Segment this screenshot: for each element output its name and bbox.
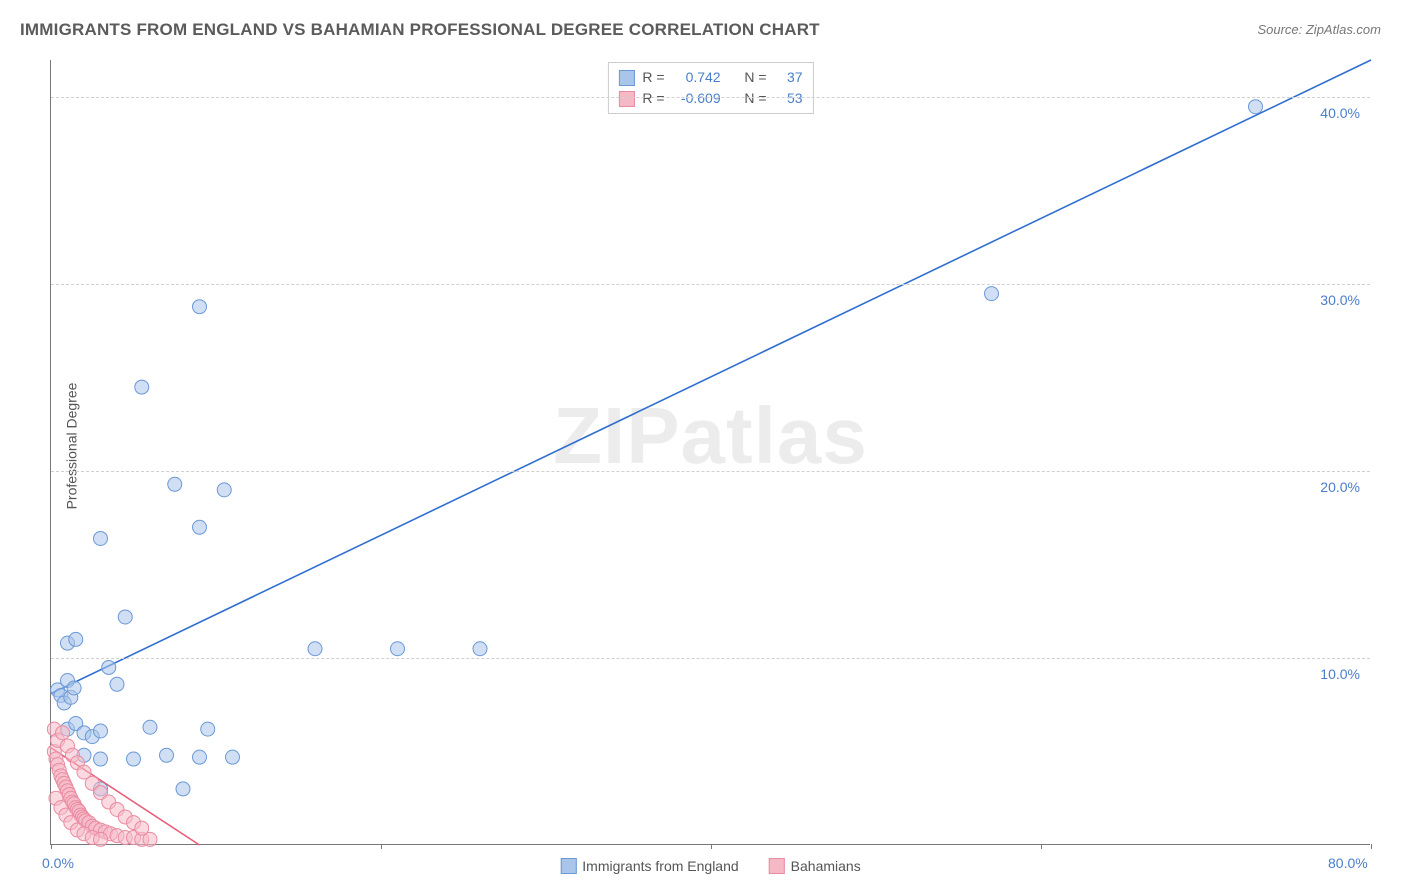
data-point	[127, 752, 141, 766]
data-point	[985, 287, 999, 301]
data-point	[94, 752, 108, 766]
gridline-h	[51, 471, 1370, 472]
data-point	[102, 660, 116, 674]
data-point	[391, 642, 405, 656]
data-point	[135, 380, 149, 394]
data-point	[94, 832, 108, 846]
data-point	[56, 726, 70, 740]
series-legend: Immigrants from England Bahamians	[560, 858, 860, 874]
legend-item: Bahamians	[769, 858, 861, 874]
legend-item: Immigrants from England	[560, 858, 738, 874]
scatter-svg	[51, 60, 1371, 845]
data-point	[308, 642, 322, 656]
data-point	[176, 782, 190, 796]
x-tick	[1041, 844, 1042, 849]
data-point	[160, 748, 174, 762]
x-tick	[381, 844, 382, 849]
data-point	[143, 720, 157, 734]
data-point	[168, 477, 182, 491]
gridline-h	[51, 658, 1370, 659]
data-point	[193, 520, 207, 534]
data-point	[473, 642, 487, 656]
x-tick	[711, 844, 712, 849]
legend-swatch-icon	[560, 858, 576, 874]
chart-container: IMMIGRANTS FROM ENGLAND VS BAHAMIAN PROF…	[0, 0, 1406, 892]
data-point	[110, 677, 124, 691]
data-point	[118, 610, 132, 624]
data-point	[94, 724, 108, 738]
data-point	[201, 722, 215, 736]
y-tick-label: 10.0%	[1320, 666, 1360, 682]
data-point	[69, 632, 83, 646]
plot-area: ZIPatlas R =0.742 N =37R =-0.609 N =53 I…	[50, 60, 1370, 845]
x-axis-origin-label: 0.0%	[42, 855, 74, 871]
x-axis-max-label: 80.0%	[1328, 855, 1368, 871]
y-tick-label: 40.0%	[1320, 105, 1360, 121]
x-tick	[51, 844, 52, 849]
source-label: Source:	[1257, 22, 1305, 37]
data-point	[135, 821, 149, 835]
data-point	[193, 300, 207, 314]
y-tick-label: 20.0%	[1320, 479, 1360, 495]
data-point	[1249, 100, 1263, 114]
y-tick-label: 30.0%	[1320, 292, 1360, 308]
regression-line	[51, 60, 1371, 694]
data-point	[226, 750, 240, 764]
legend-label: Immigrants from England	[582, 858, 738, 874]
chart-title: IMMIGRANTS FROM ENGLAND VS BAHAMIAN PROF…	[20, 20, 820, 40]
legend-swatch-icon	[769, 858, 785, 874]
data-point	[217, 483, 231, 497]
source-attribution: Source: ZipAtlas.com	[1257, 22, 1381, 37]
data-point	[67, 681, 81, 695]
source-value: ZipAtlas.com	[1306, 22, 1381, 37]
gridline-h	[51, 97, 1370, 98]
data-point	[193, 750, 207, 764]
legend-label: Bahamians	[791, 858, 861, 874]
gridline-h	[51, 284, 1370, 285]
x-tick	[1371, 844, 1372, 849]
data-point	[94, 531, 108, 545]
